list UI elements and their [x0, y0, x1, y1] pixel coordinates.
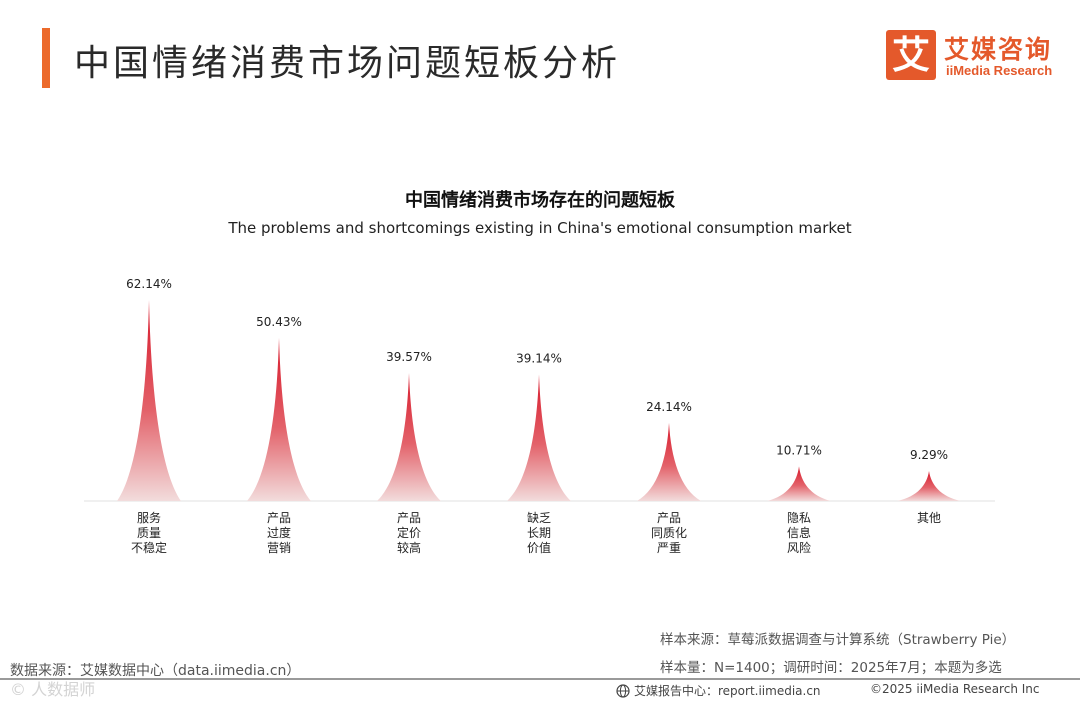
category-label-6-line-3: 风险 [787, 540, 811, 555]
value-label-3: 39.57% [386, 350, 432, 364]
footer-report-center[interactable]: 艾媒报告中心：report.iimedia.cn [616, 682, 821, 699]
category-label-5-line-1: 产品 [657, 511, 681, 525]
footer-report-link[interactable]: 艾媒报告中心：report.iimedia.cn [634, 684, 821, 698]
footer-divider [0, 678, 1080, 680]
value-label-6: 10.71% [776, 443, 822, 457]
sample-size-note: 样本量：N=1400；调研时间：2025年7月；本题为多选 [660, 660, 1002, 676]
category-label-4-line-3: 价值 [527, 540, 551, 555]
logo-mark: 艾 [886, 30, 936, 80]
category-label-4-line-1: 缺乏 [527, 510, 551, 525]
bar-7 [897, 470, 961, 501]
category-label-2-line-2: 过度 [267, 525, 291, 540]
category-label-5-line-3: 严重 [657, 541, 681, 555]
brand-logo: 艾 艾媒咨询 iiMedia Research [886, 30, 1066, 82]
logo-name-cn: 艾媒咨询 [944, 35, 1053, 64]
value-label-2: 50.43% [256, 315, 302, 329]
value-label-5: 24.14% [646, 400, 692, 414]
category-label-3-line-2: 定价 [397, 525, 421, 540]
category-label-1-line-3: 不稳定 [131, 540, 167, 555]
value-label-1: 62.14% [126, 277, 172, 291]
value-label-7: 9.29% [910, 448, 948, 462]
category-label-1-line-2: 质量 [137, 526, 161, 540]
bar-2 [247, 337, 311, 501]
category-label-6-line-2: 信息 [787, 525, 811, 540]
category-label-7-line-1: 其他 [917, 511, 941, 525]
globe-icon [616, 683, 630, 698]
chart-title: 中国情绪消费市场存在的问题短板 [405, 190, 675, 211]
value-label-4: 39.14% [516, 351, 562, 365]
page-title: 中国情绪消费市场问题短板分析 [74, 43, 621, 84]
category-label-6-line-1: 隐私 [787, 511, 811, 525]
watermark: © 人数据师 [10, 680, 96, 699]
category-label-3-line-3: 较高 [397, 540, 421, 555]
logo-name-en: iiMedia Research [946, 63, 1053, 78]
category-label-2-line-1: 产品 [267, 511, 291, 525]
category-label-4-line-2: 长期 [527, 526, 551, 540]
bar-3 [377, 373, 441, 501]
bar-6 [767, 466, 831, 501]
sample-source-note: 样本来源：草莓派数据调查与计算系统（Strawberry Pie） [660, 632, 1016, 648]
bar-5 [637, 422, 701, 501]
category-label-5-line-2: 同质化 [651, 526, 687, 540]
category-label-1-line-1: 服务 [137, 510, 161, 525]
title-accent-bar [42, 28, 50, 88]
footer-copyright: ©2025 iiMedia Research Inc [870, 682, 1040, 696]
bar-4 [507, 374, 571, 501]
bar-1 [117, 300, 181, 501]
data-source-note: 数据来源：艾媒数据中心（data.iimedia.cn） [10, 663, 301, 679]
category-label-2-line-3: 营销 [267, 541, 291, 555]
category-label-3-line-1: 产品 [397, 511, 421, 525]
chart-subtitle: The problems and shortcomings existing i… [228, 219, 852, 237]
